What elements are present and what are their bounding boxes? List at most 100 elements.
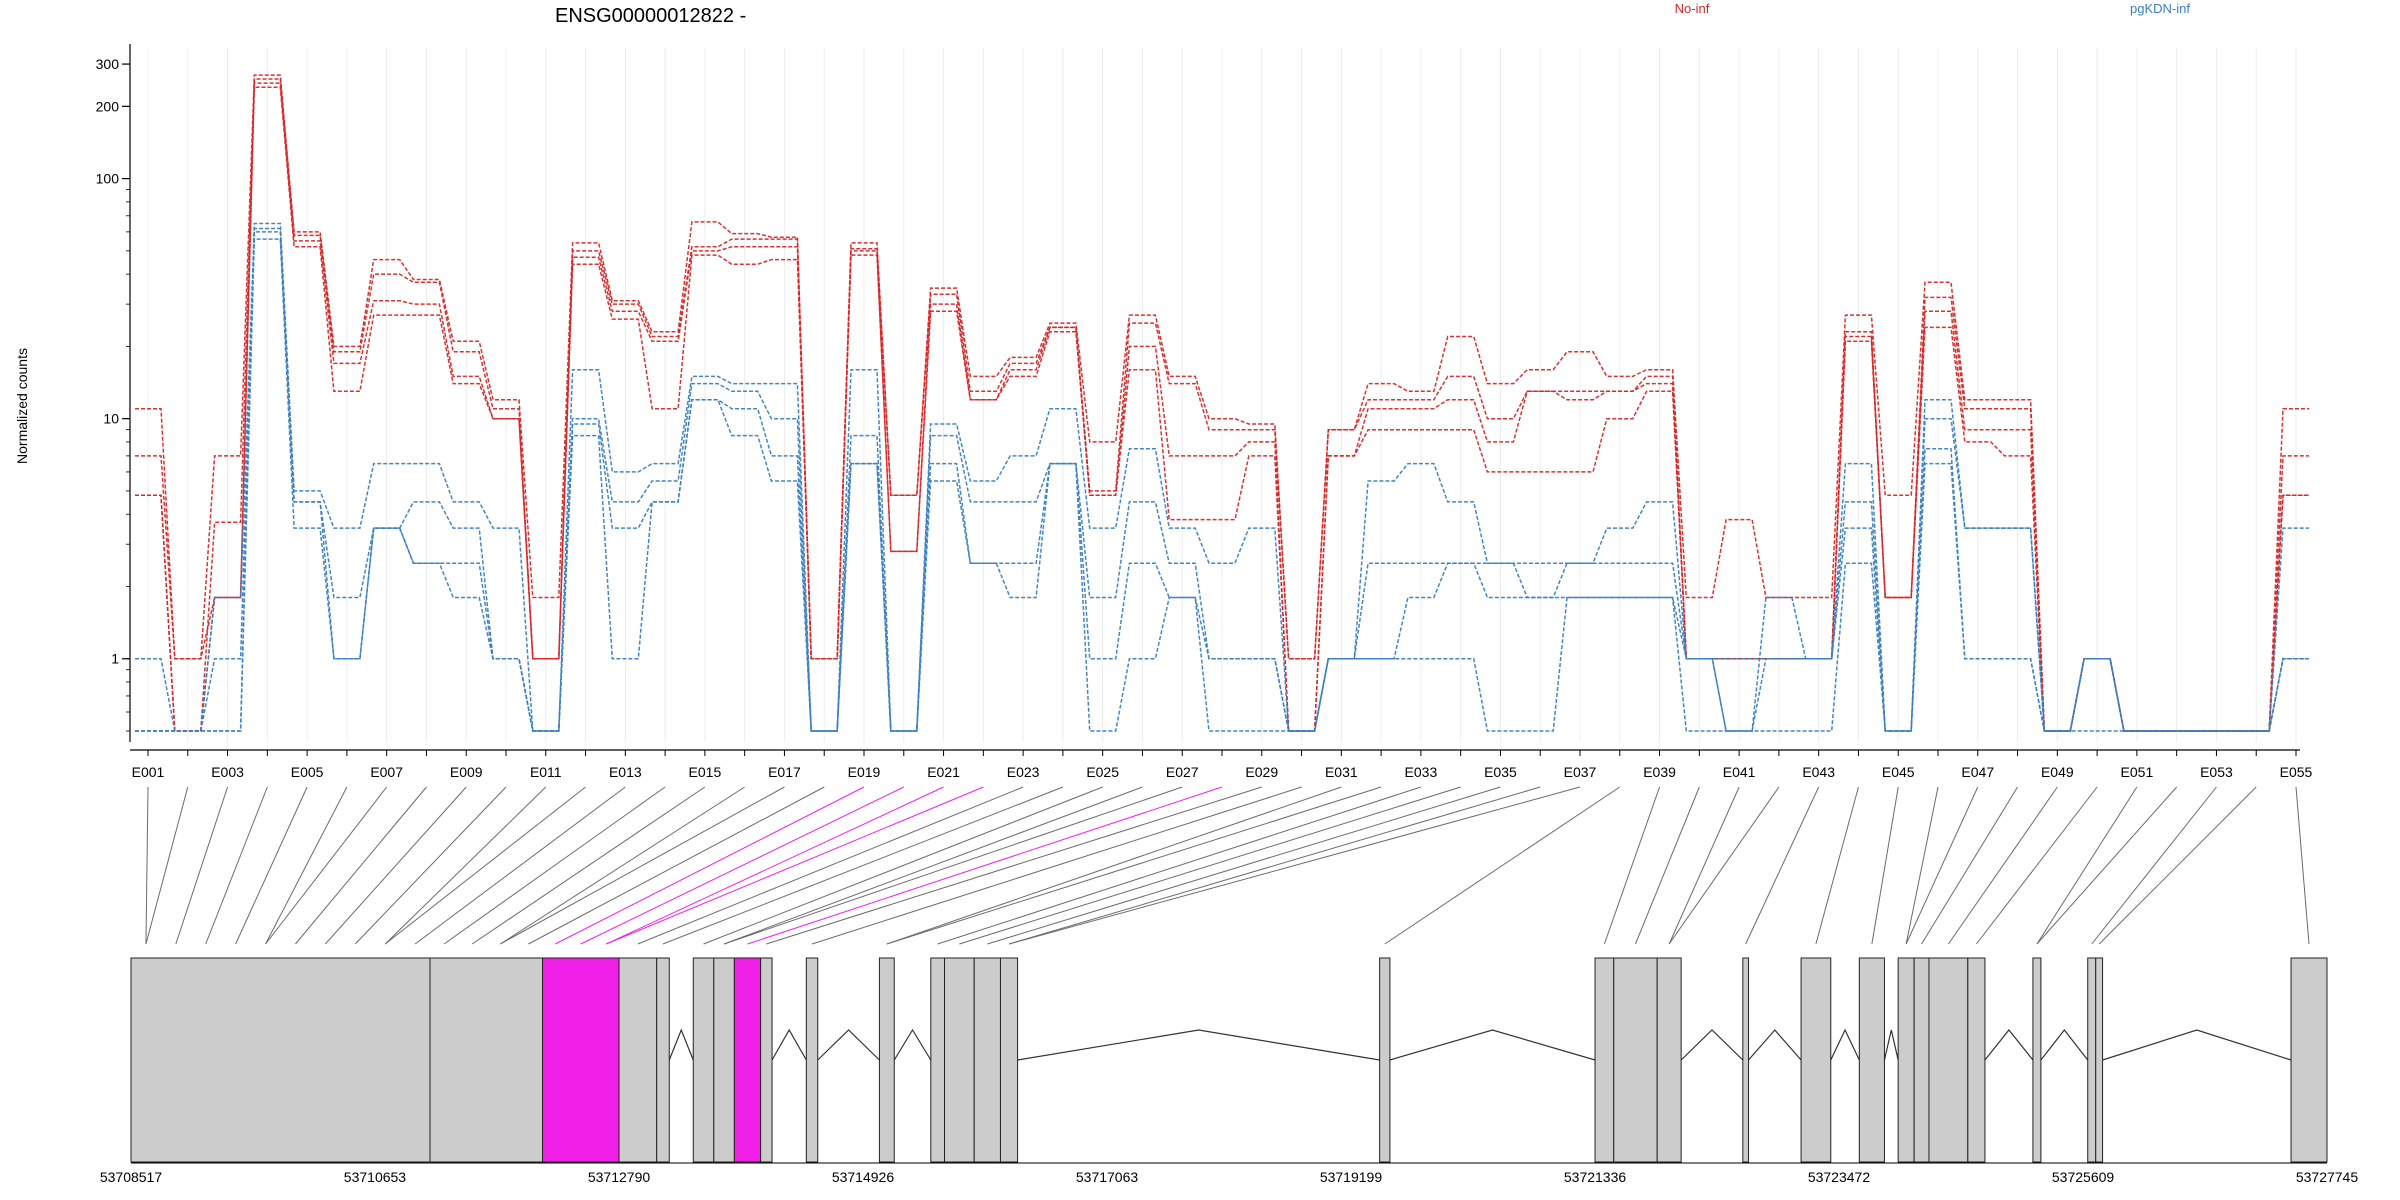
series-line-pgkdn-inf-8 xyxy=(135,238,2309,732)
x-tick-label: E021 xyxy=(927,764,960,780)
exon-connector-line xyxy=(1905,786,1939,945)
intron-line xyxy=(1984,1029,2034,1061)
x-tick-label: E017 xyxy=(768,764,801,780)
exon-block xyxy=(2032,957,2042,1163)
exon-block xyxy=(2290,957,2328,1163)
exon-block xyxy=(618,957,658,1163)
y-tick-label: 200 xyxy=(96,98,120,114)
exon-block xyxy=(760,957,773,1163)
exon-block xyxy=(1800,957,1832,1163)
exon-connector-line xyxy=(235,786,308,945)
exon-connector-line xyxy=(703,786,1103,945)
y-tick-label: 10 xyxy=(103,411,119,427)
intron-line xyxy=(1389,1029,1596,1061)
x-tick-label: E041 xyxy=(1723,764,1756,780)
exon-block xyxy=(878,957,895,1163)
exon-block xyxy=(1742,957,1750,1163)
exon-block xyxy=(1858,957,1885,1163)
exon-block xyxy=(1897,957,1915,1163)
exon-connector-line xyxy=(1384,786,1621,945)
exon-connector-line xyxy=(295,786,427,945)
y-tick-label: 100 xyxy=(96,171,120,187)
exon-connector-line xyxy=(886,786,1342,945)
exon-block xyxy=(656,957,670,1163)
intron-line xyxy=(2040,1029,2089,1061)
chart-title: ENSG00000012822 - xyxy=(555,5,746,27)
coordinate-tick-label: 53717063 xyxy=(1076,1169,1139,1185)
highlighted-exon-block xyxy=(541,957,620,1163)
x-tick-label: E005 xyxy=(291,764,324,780)
exon-connector-line xyxy=(937,786,1422,945)
x-tick-label: E015 xyxy=(689,764,722,780)
intron-line xyxy=(668,1028,694,1061)
x-tick-label: E055 xyxy=(2280,764,2313,780)
series-line-pgkdn-inf-5 xyxy=(135,222,2309,732)
x-tick-label: E039 xyxy=(1643,764,1676,780)
exon-connector-line xyxy=(384,786,547,945)
exon-connector-line xyxy=(354,786,507,945)
coordinate-tick-label: 53723472 xyxy=(1808,1169,1871,1185)
exon-connector-line xyxy=(324,786,467,945)
intron-line xyxy=(817,1029,880,1061)
exon-connector-line xyxy=(1668,786,1780,945)
x-tick-label: E029 xyxy=(1245,764,1278,780)
exon-connector-line xyxy=(1815,786,1859,945)
exon-connector-line xyxy=(766,786,1262,945)
exon-block xyxy=(2095,957,2104,1163)
x-tick-label: E051 xyxy=(2121,764,2154,780)
intron-line xyxy=(1830,1028,1860,1061)
exon-connector-line xyxy=(987,786,1501,945)
exon-connector-line xyxy=(443,786,666,945)
exon-connector-line xyxy=(1975,786,2098,945)
exon-block xyxy=(805,957,819,1163)
exon-connector-line xyxy=(471,786,706,945)
exon-connector-line xyxy=(2098,786,2257,945)
exon-connector-line xyxy=(1947,786,2058,945)
exon-block xyxy=(944,957,975,1163)
intron-line xyxy=(1680,1029,1744,1061)
x-tick-label: E031 xyxy=(1325,764,1358,780)
x-tick-label: E007 xyxy=(370,764,403,780)
exon-block xyxy=(1913,957,1930,1163)
coordinate-tick-label: 53719199 xyxy=(1320,1169,1383,1185)
y-tick-label: 1 xyxy=(111,651,119,667)
x-tick-label: E003 xyxy=(211,764,244,780)
intron-line xyxy=(1883,1029,1899,1061)
exon-connector-line xyxy=(2091,786,2217,945)
exon-connector-line xyxy=(959,786,1461,945)
genomic-coordinate-axis: 53708517 53710653 53712790 53714926 53717063… xyxy=(100,1162,2358,1185)
exon-connector-line xyxy=(662,786,1064,945)
exon-connector-line xyxy=(1871,786,1899,945)
exon-connector-line xyxy=(1008,786,1541,945)
x-axis: E001 E003 E005 E007 E009 E011 E013 E015 E017 E019… xyxy=(130,749,2313,780)
x-tick-label: E035 xyxy=(1484,764,1517,780)
series-line-no-inf-1 xyxy=(135,78,2309,732)
exon-connector-line xyxy=(2295,786,2310,945)
exon-connector-line xyxy=(1668,786,1740,945)
exon-connector-line xyxy=(606,786,944,945)
exon-connector-line xyxy=(500,786,785,945)
exon-block xyxy=(1656,957,1682,1163)
series-line-no-inf-4 xyxy=(135,86,2309,732)
exon-connector-line xyxy=(1745,786,1820,945)
legend-entry-pgkdn-inf: pgKDN-inf xyxy=(2130,1,2190,16)
exon-connector-line xyxy=(265,786,388,945)
exon-block xyxy=(930,957,946,1163)
intron-line xyxy=(2102,1029,2292,1061)
plot-grid xyxy=(147,48,2297,742)
exon-block xyxy=(1594,957,1615,1163)
x-tick-label: E027 xyxy=(1166,764,1199,780)
coordinate-tick-label: 53714926 xyxy=(832,1169,895,1185)
exon-connector-line xyxy=(723,786,1183,945)
exon-connector-line xyxy=(145,786,149,945)
exon-connector-line xyxy=(2036,786,2138,945)
exon-connector-line xyxy=(205,786,268,945)
x-tick-label: E053 xyxy=(2200,764,2233,780)
exon-block xyxy=(2087,957,2097,1163)
exon-connector-line xyxy=(2036,786,2178,945)
y-tick-label: 300 xyxy=(96,56,120,72)
exon-block xyxy=(692,957,715,1163)
x-tick-label: E009 xyxy=(450,764,483,780)
x-tick-label: E025 xyxy=(1086,764,1119,780)
intron-line xyxy=(1748,1029,1802,1061)
